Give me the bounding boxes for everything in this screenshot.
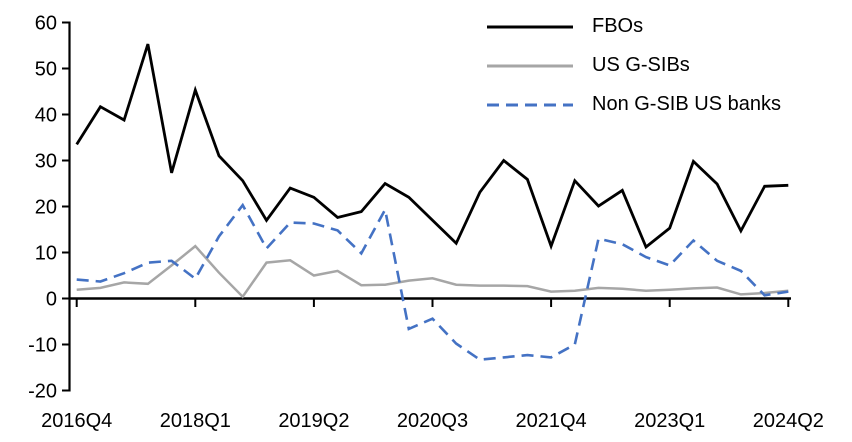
y-tick-label: -20 [28, 381, 57, 403]
y-tick-label: 0 [46, 289, 57, 311]
fbos-line-swatch [487, 25, 573, 28]
legend-item-non-gsib: Non G-SIB US banks [487, 85, 781, 124]
x-axis-labels: 2016Q4 2018Q1 2019Q2 2020Q3 2021Q4 2023Q1 2024… [41, 410, 824, 432]
series-line-us-g-sibs [76, 244, 789, 299]
x-tick-label: 2021Q4 [516, 410, 587, 432]
series-lines [75, 43, 789, 362]
legend-label-non-gsib: Non G-SIB US banks [592, 93, 781, 115]
y-tick-label: 40 [35, 105, 57, 127]
series-line-non-g-sib-us-banks [76, 202, 789, 362]
y-tick-label: 30 [35, 151, 57, 173]
non-gsib-line-swatch [487, 103, 573, 106]
x-tick-label: 2024Q2 [753, 410, 824, 432]
legend-item-fbos: FBOs [487, 7, 781, 46]
y-tick-label: 60 [35, 13, 57, 35]
x-tick-label: 2020Q3 [397, 410, 468, 432]
x-tick-label: 2023Q1 [634, 410, 705, 432]
legend-label-us-gsibs: US G-SIBs [592, 54, 690, 76]
y-axis-labels: 60 50 40 30 20 10 0 -10 -20 [28, 13, 57, 403]
us-gsibs-line-swatch [487, 64, 573, 67]
x-tick-label: 2018Q1 [160, 410, 231, 432]
x-tick-label: 2019Q2 [278, 410, 349, 432]
legend: FBOs US G-SIBs Non G-SIB US banks [487, 7, 781, 124]
legend-item-us-gsibs: US G-SIBs [487, 46, 781, 85]
legend-label-fbos: FBOs [592, 15, 644, 37]
y-tick-label: 50 [35, 59, 57, 81]
y-tick-label: 20 [35, 197, 57, 219]
axes [62, 21, 791, 392]
x-tick-label: 2016Q4 [41, 410, 112, 432]
y-tick-label: -10 [28, 335, 57, 357]
y-tick-label: 10 [35, 243, 57, 265]
series-line-fbos [75, 43, 789, 251]
